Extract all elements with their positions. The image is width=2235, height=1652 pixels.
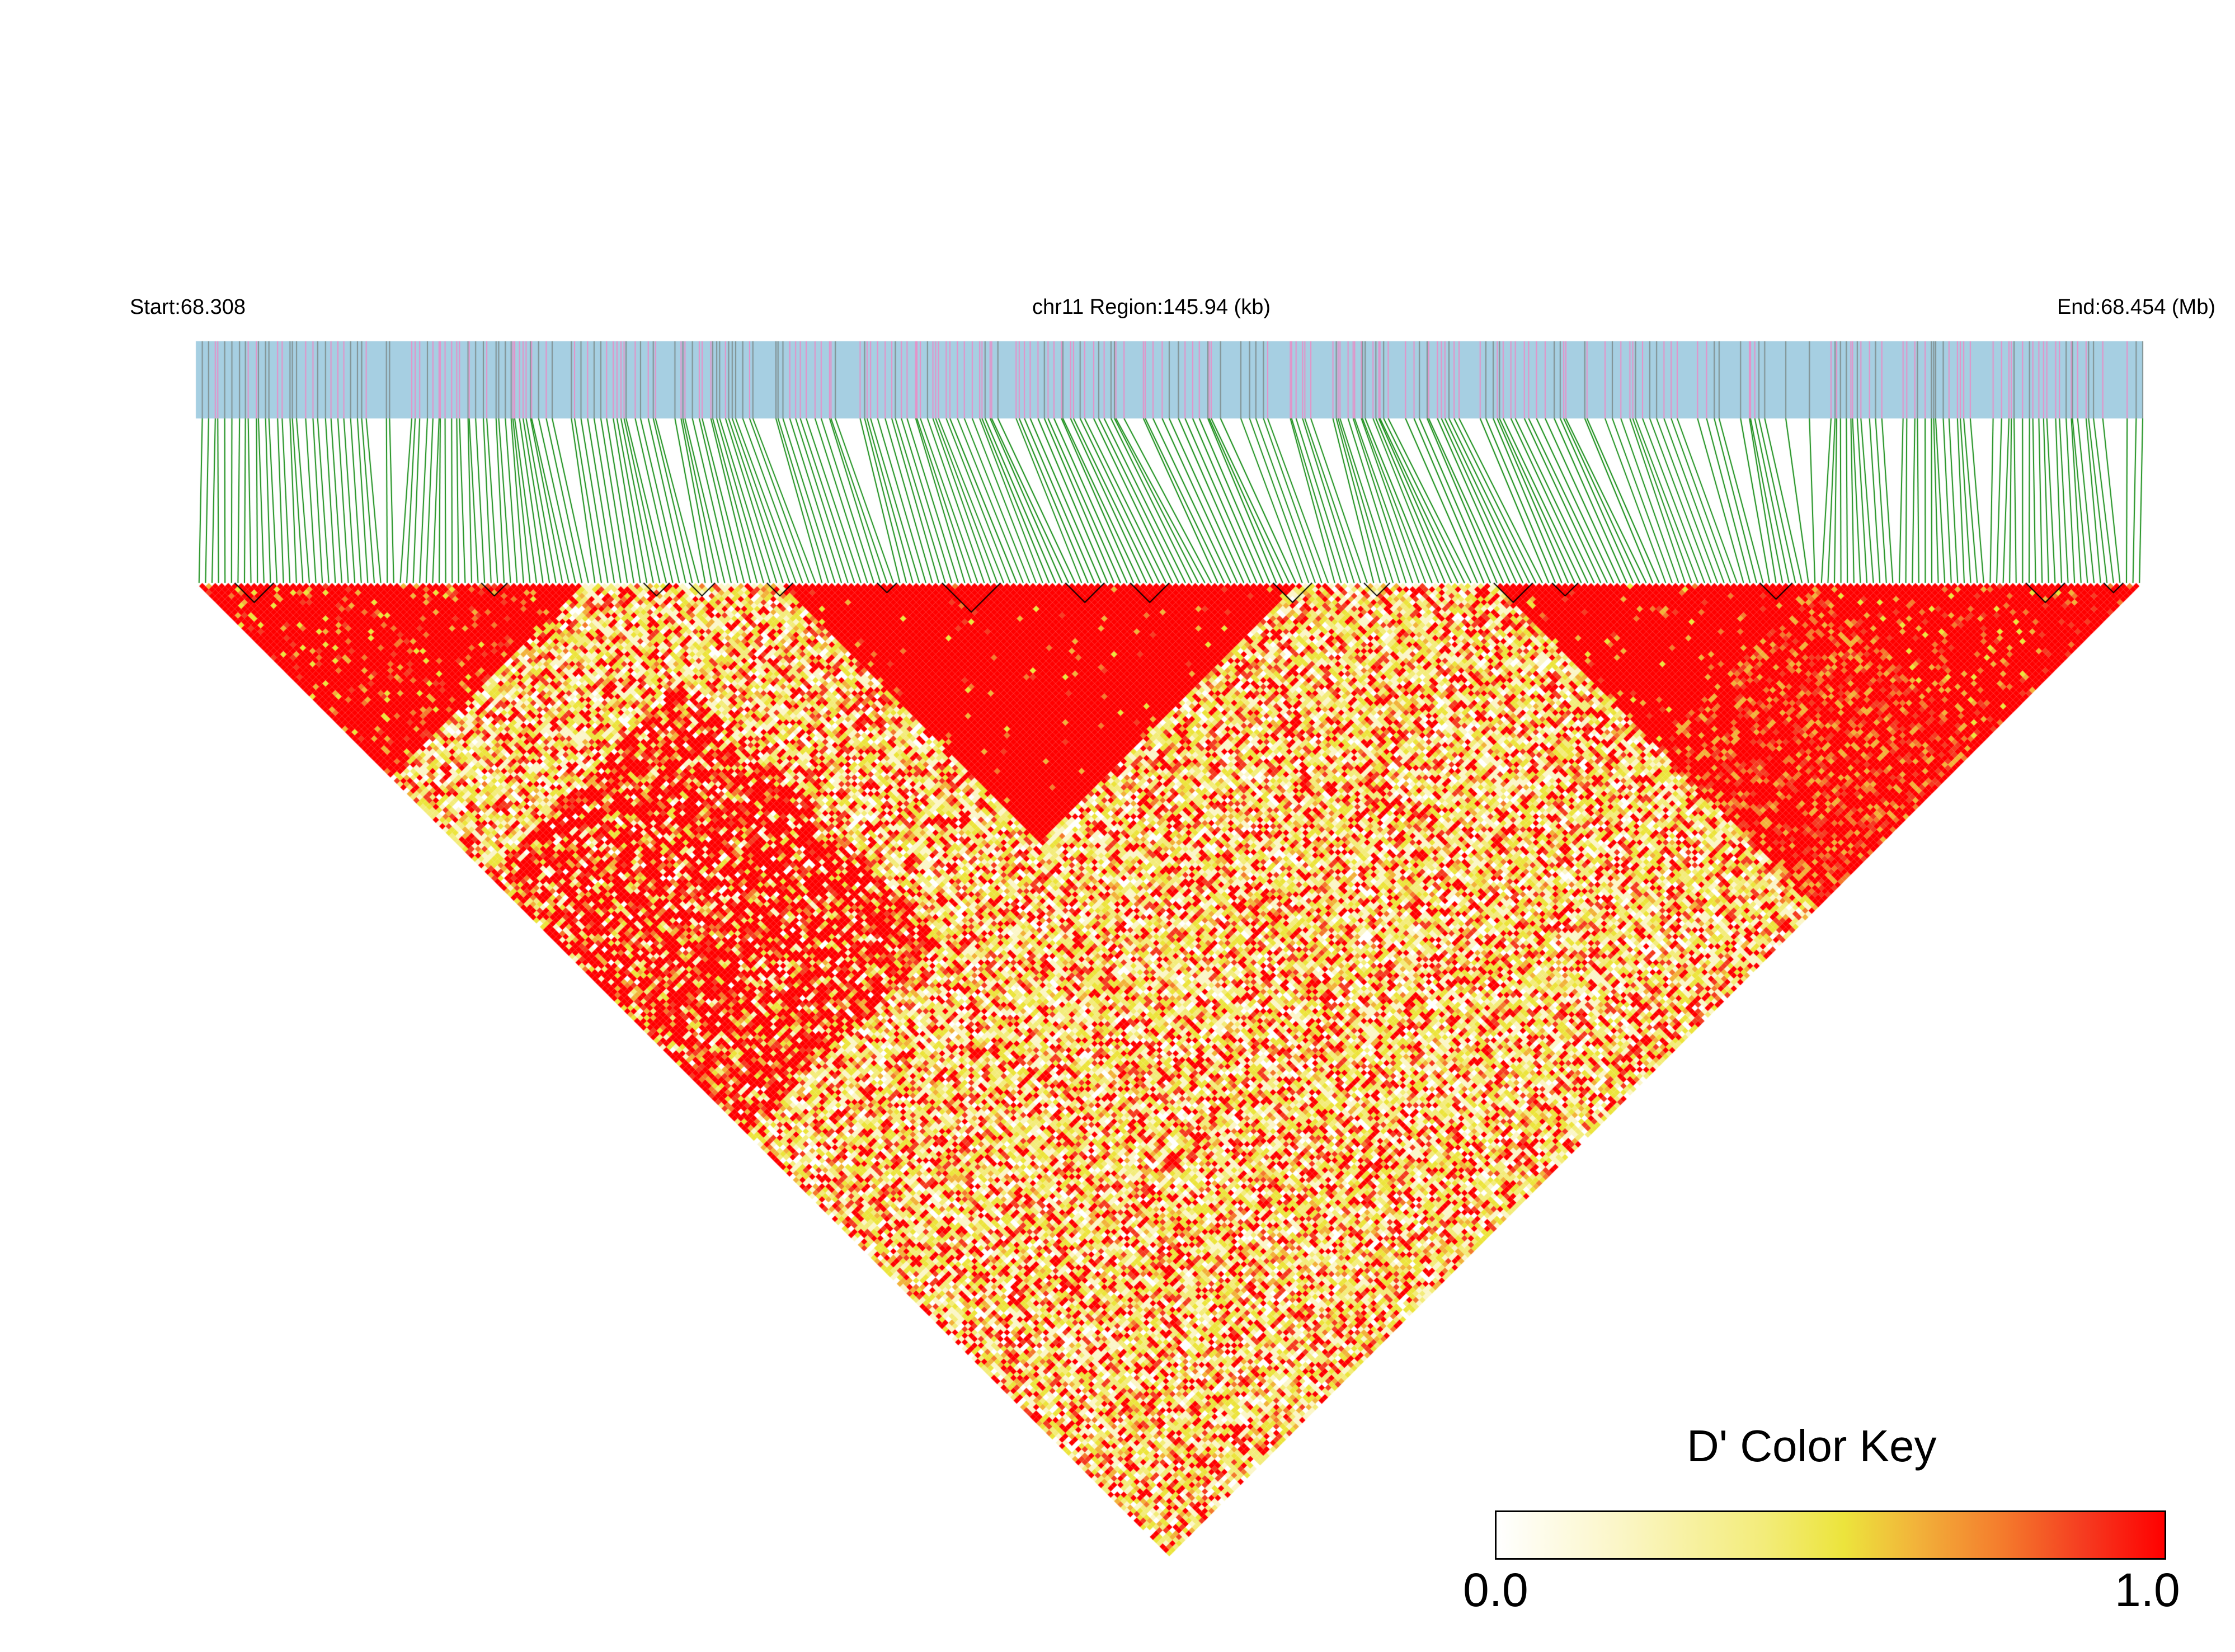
color-key-min-label: 0.0 bbox=[1463, 1564, 1528, 1616]
region-start-label: Start:68.308 bbox=[130, 295, 246, 319]
color-key-bar bbox=[1495, 1510, 2166, 1560]
region-title: chr11 Region:145.94 (kb) bbox=[1032, 295, 1271, 319]
color-key-max-label: 1.0 bbox=[2115, 1564, 2180, 1616]
color-key-title: D' Color Key bbox=[1687, 1421, 1937, 1471]
region-end-label: End:68.454 (Mb) bbox=[2057, 295, 2215, 319]
